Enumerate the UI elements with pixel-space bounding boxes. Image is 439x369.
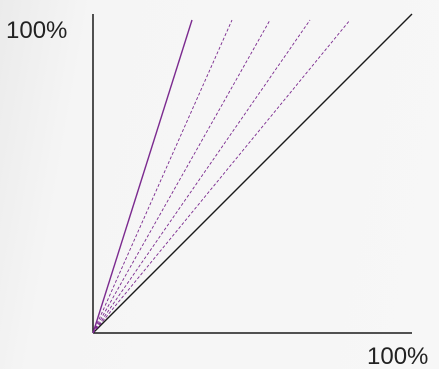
x-axis-max-label: 100%: [367, 343, 428, 369]
fan-line-dashed-1: [92, 19, 233, 334]
y-axis-max-label: 100%: [6, 17, 67, 44]
fan-line-solid: [92, 19, 193, 334]
fan-line-dashed-2: [92, 19, 271, 334]
fan-line-dashed-4: [92, 19, 351, 334]
reference-diagonal-line: [92, 13, 413, 334]
fan-line-dashed-3: [92, 19, 311, 334]
